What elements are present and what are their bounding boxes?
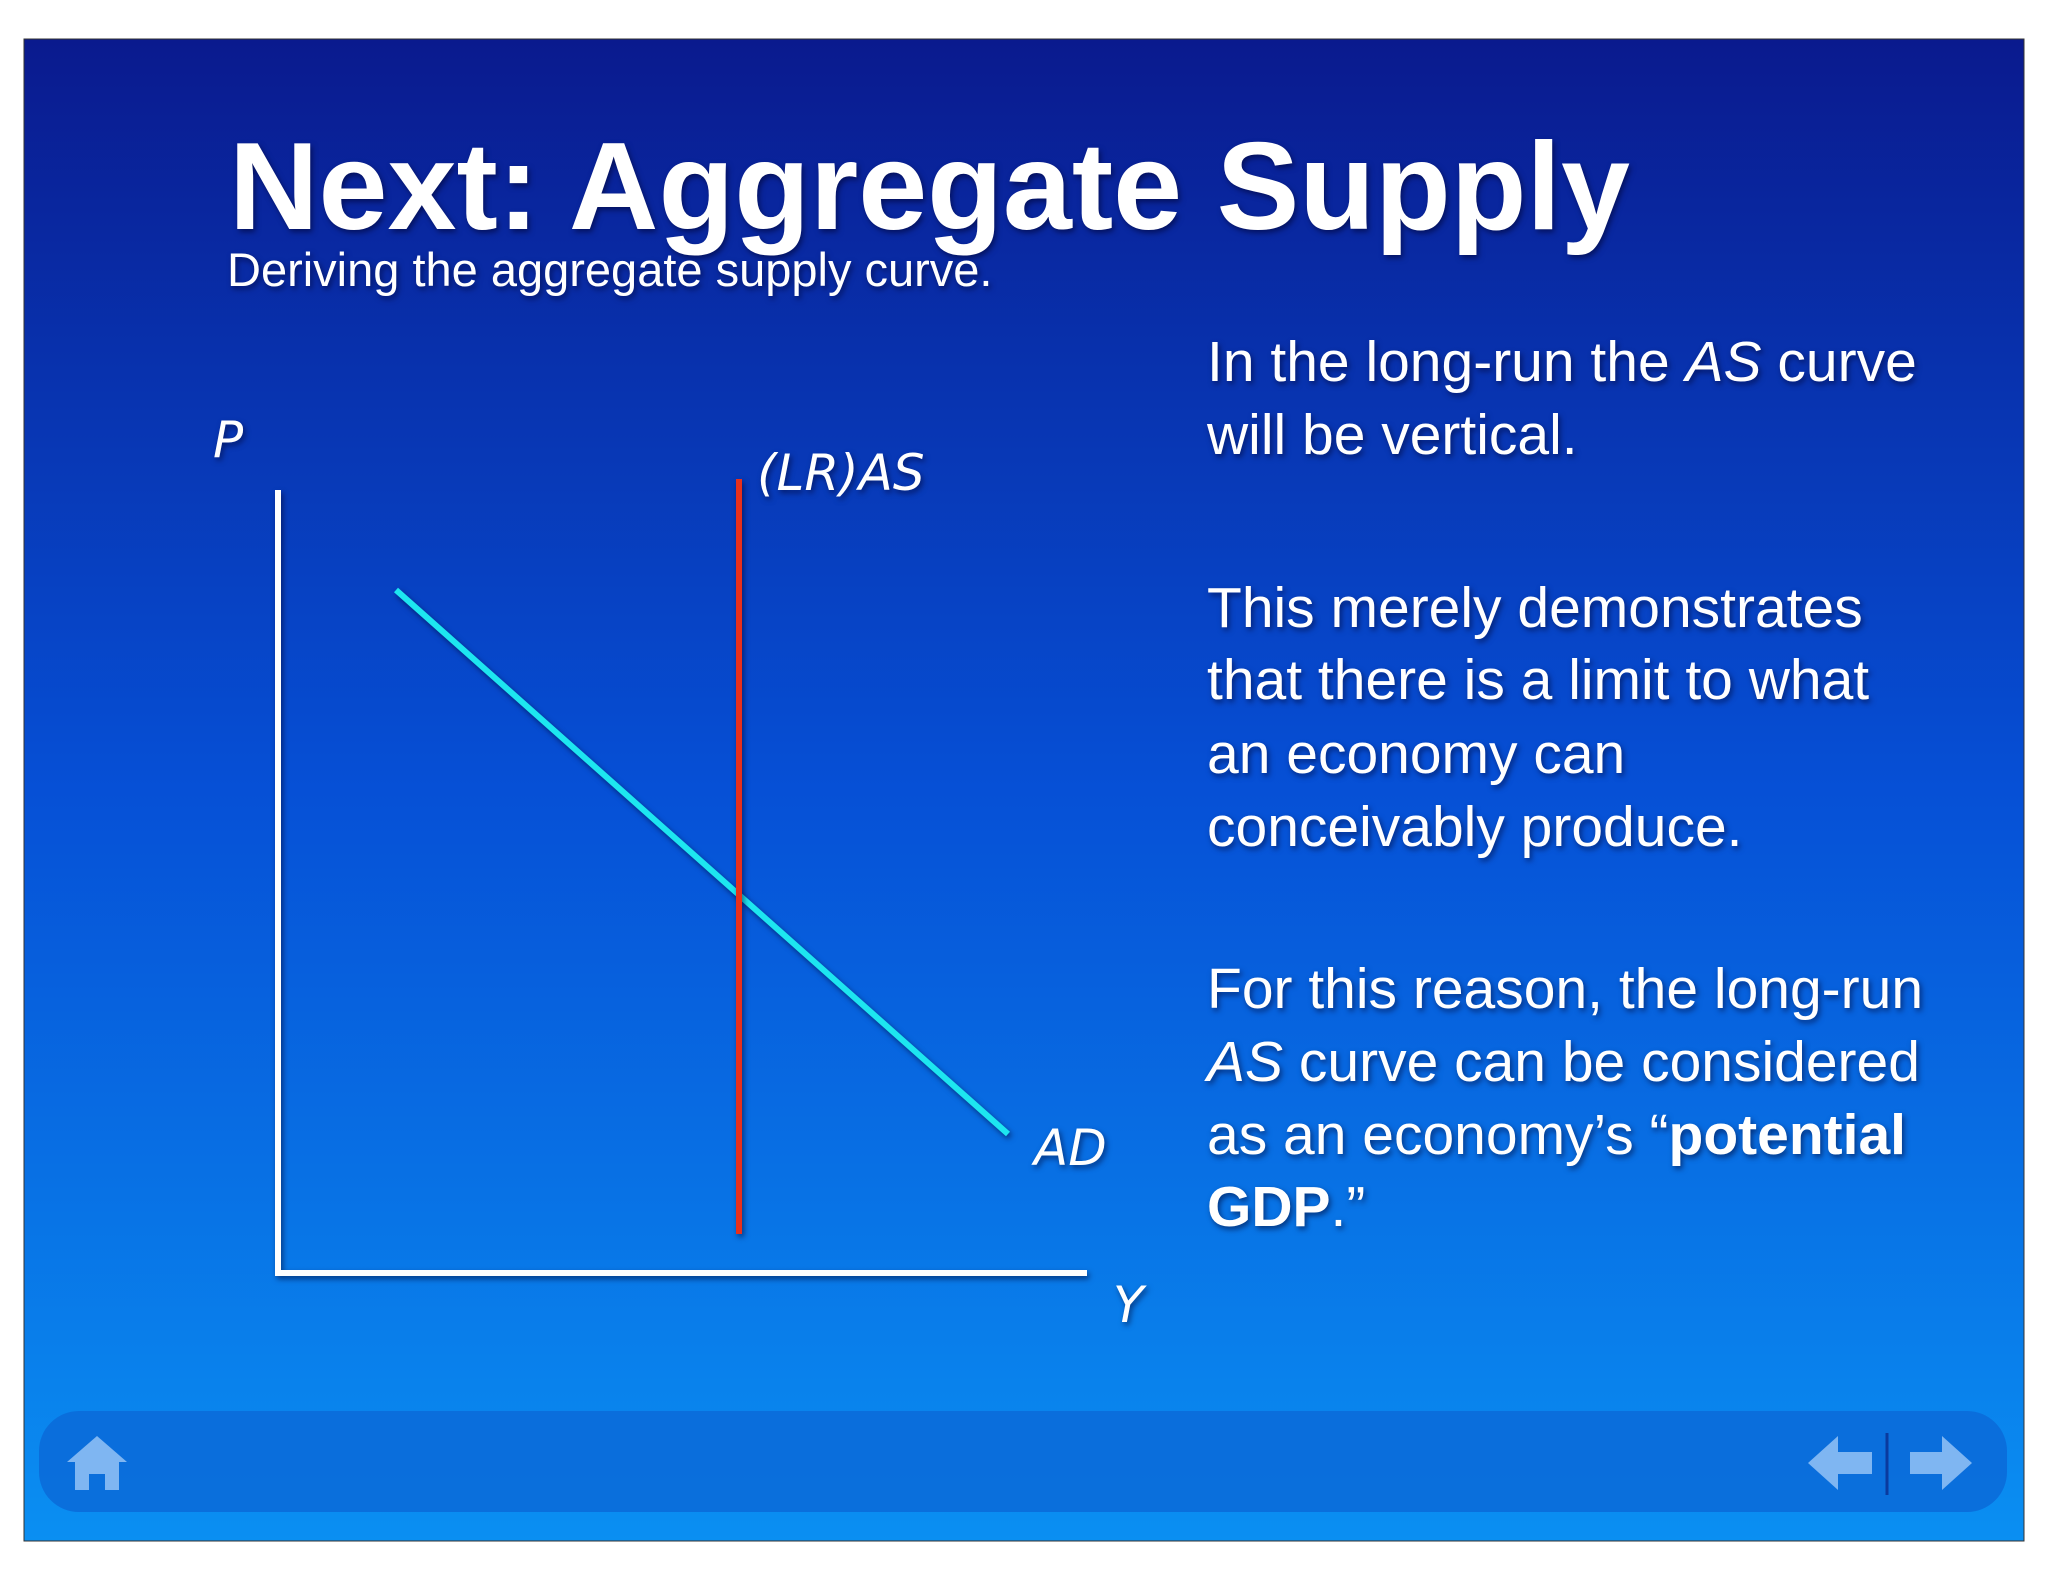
previous-button[interactable] [1808, 1436, 1872, 1490]
text-run: as an economy’s “ [1207, 1103, 1669, 1167]
text-line: For this reason, the long-run [1207, 957, 1923, 1021]
text-run: AS [1204, 1030, 1283, 1094]
next-button[interactable] [1910, 1436, 1972, 1490]
text-line: conceivably produce. [1207, 795, 1743, 859]
text-line: an economy can [1207, 722, 1625, 786]
nav-bar [39, 1411, 2007, 1512]
diagram: P Y (LR)AS AD [213, 411, 1147, 1334]
text-line: AS curve can be considered [1204, 1030, 1920, 1094]
ad-curve [394, 587, 1010, 1137]
nav-bar-background [39, 1411, 2007, 1512]
text-run: potential [1669, 1103, 1907, 1167]
ad-label: AD [1031, 1119, 1107, 1177]
text-run: AS [1683, 330, 1762, 394]
slide-background [23, 38, 2025, 1542]
header: Next: Aggregate Supply Deriving the aggr… [227, 118, 1630, 296]
lras-label: (LR)AS [757, 444, 925, 502]
slide-title: Next: Aggregate Supply [229, 118, 1630, 256]
explanation: In the long-run the AS curve will be ver… [1204, 330, 1923, 1239]
x-axis-label: Y [1113, 1276, 1147, 1334]
home-button[interactable] [67, 1436, 127, 1490]
text-run: .” [1331, 1175, 1366, 1239]
text-line: This merely demonstrates [1207, 576, 1863, 640]
axes [275, 490, 1087, 1276]
text-run: GDP [1207, 1175, 1331, 1239]
text-line: will be vertical. [1206, 403, 1578, 467]
text-line: that there is a limit to what [1207, 648, 1869, 712]
y-axis-label: P [213, 411, 244, 469]
text-line: In the long-run the AS curve [1207, 330, 1917, 394]
text-run: curve [1762, 330, 1917, 394]
text-line: GDP.” [1207, 1175, 1365, 1239]
slide-subtitle: Deriving the aggregate supply curve. [227, 243, 993, 296]
text-line: as an economy’s “potential [1207, 1103, 1906, 1167]
text-run: curve can be considered [1283, 1030, 1920, 1094]
text-run: In the long-run the [1207, 330, 1686, 394]
